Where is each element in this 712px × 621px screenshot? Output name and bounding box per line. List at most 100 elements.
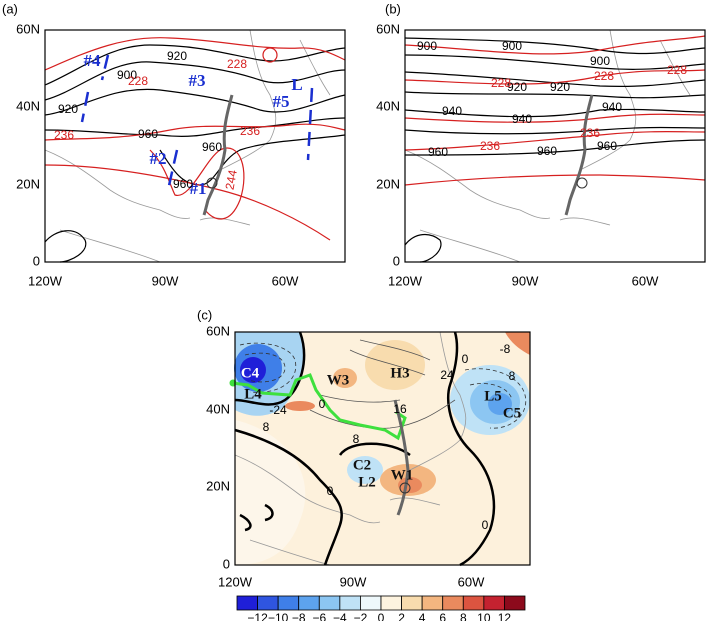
contour [44, 61, 346, 101]
x-tick-label: 120W [388, 273, 423, 288]
x-tick-label: 60W [632, 273, 659, 288]
contour [262, 47, 278, 63]
colorbar: −12 −10 −8 −6 −4 −2 0 2 4 6 8 10 12 [236, 595, 526, 621]
zero-contour [234, 428, 344, 566]
storm-center [576, 177, 588, 189]
zero-contour [338, 442, 411, 457]
contour-label: 0 [327, 484, 334, 498]
contour [44, 117, 346, 137]
colorbar-cell [360, 595, 382, 611]
annotation: C4 [241, 365, 260, 381]
contour [404, 71, 706, 87]
colorbar-label: −8 [292, 611, 306, 621]
contour-label: 236 [240, 124, 260, 138]
contour-label: 228 [227, 57, 247, 71]
coastline [404, 29, 691, 263]
contour [404, 174, 706, 186]
y-tick-label: 40N [16, 98, 40, 113]
x-tick-label: 120W [28, 273, 63, 288]
contour-label: 960 [202, 140, 222, 154]
y-tick-label: 20N [376, 176, 400, 191]
colorbar-label: 6 [439, 611, 446, 621]
x-tick-label: 60W [272, 273, 299, 288]
trough-axis [80, 54, 314, 191]
contour [159, 134, 346, 186]
colorbar-cell [421, 595, 444, 611]
contour [44, 164, 331, 241]
annotation: C2 [353, 457, 371, 473]
colorbar-label: −6 [312, 611, 326, 621]
contour-label: 900 [417, 39, 437, 53]
contour-label: 236 [580, 126, 600, 140]
shading [240, 357, 266, 383]
y-tick-label: 0 [33, 253, 40, 268]
y-tick-label: 60N [16, 21, 40, 36]
shading [488, 393, 512, 415]
colorbar-cell [236, 595, 258, 611]
x-tick-label: 90W [152, 273, 179, 288]
colorbar-label: −4 [333, 611, 347, 621]
y-tick-label: 20N [16, 176, 40, 191]
plot-frame [404, 29, 706, 263]
panel-label: (c) [197, 307, 212, 322]
contour [309, 339, 456, 429]
contour-label: 244 [223, 168, 240, 190]
plot-frame [234, 331, 531, 566]
shading [235, 420, 306, 565]
contour-label: 8 [353, 432, 360, 446]
contour-label: 940 [602, 100, 622, 114]
shading [285, 401, 315, 411]
shading [347, 456, 383, 484]
annotation: #4 [84, 51, 102, 70]
contour-label: 960 [173, 177, 193, 191]
annotation: W3 [327, 372, 350, 388]
contour-label: 960 [537, 144, 557, 158]
contour [404, 35, 706, 55]
contour-label: 940 [512, 112, 532, 126]
map-area [45, 30, 345, 262]
contour-label: 900 [117, 68, 137, 82]
colorbar-label: 10 [477, 611, 491, 621]
colorbar-label: 4 [419, 611, 426, 621]
contour [44, 88, 346, 116]
colorbar-cell [483, 595, 505, 611]
contour-label: 228 [594, 69, 614, 83]
contour [44, 123, 346, 141]
contour-label: 8 [263, 420, 270, 434]
y-tick-label: 40N [206, 401, 230, 416]
contour [44, 44, 346, 86]
y-tick-label: 20N [206, 478, 230, 493]
shading [505, 332, 530, 355]
y-tick-label: 60N [206, 323, 230, 338]
panel-label: (a) [2, 1, 18, 16]
contour-label: 900 [502, 39, 522, 53]
x-tick-label: 60W [458, 574, 485, 589]
contour-label: 920 [167, 49, 187, 63]
annotation: L5 [484, 388, 502, 404]
colorbar-cell [257, 595, 279, 611]
zero-contour [239, 503, 274, 532]
x-tick-label: 120W [218, 574, 253, 589]
contour [404, 113, 706, 123]
storm-center [206, 177, 218, 189]
colorbar-cell [401, 595, 423, 611]
contour [404, 69, 706, 85]
annotation: #5 [273, 92, 290, 111]
contour-label: -24 [269, 403, 287, 417]
x-tick-label: 90W [340, 574, 367, 589]
contour-label: -8 [500, 342, 511, 356]
y-tick-label: 60N [376, 21, 400, 36]
contour-label: 0 [462, 352, 469, 366]
y-tick-label: 0 [393, 253, 400, 268]
contour [404, 126, 706, 135]
colorbar-cell [339, 595, 361, 611]
panel-c: (c) 0 0 0 0 8 8 8 -24 24 [197, 307, 531, 589]
colorbar-cell [318, 595, 341, 611]
colorbar-label: 8 [460, 611, 467, 621]
contour-label: 900 [590, 54, 610, 68]
contour [404, 91, 706, 99]
colorbar-label: 0 [378, 611, 385, 621]
contour-label: 920 [58, 102, 78, 116]
contour-label: 0 [319, 397, 326, 411]
